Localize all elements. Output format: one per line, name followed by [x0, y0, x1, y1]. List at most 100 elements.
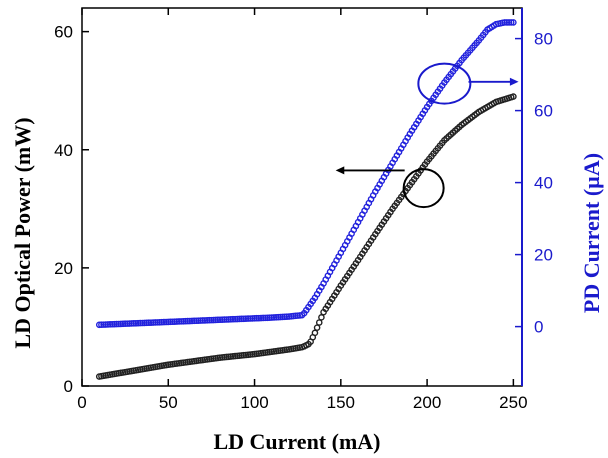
data-point [214, 316, 222, 324]
data-point [264, 314, 271, 322]
data-point [132, 319, 140, 327]
x-tick-label: 0 [77, 393, 86, 412]
data-point [95, 321, 103, 329]
data-point [98, 321, 105, 329]
data-point [147, 319, 155, 326]
data-point [195, 317, 202, 324]
data-point [188, 317, 196, 325]
data-point [169, 318, 176, 326]
data-point [162, 318, 170, 326]
pd-current-series [95, 19, 517, 329]
tick-layer: 0 50 100 150 200 250 0 20 40 60 0 20 40 60 80 [54, 8, 553, 412]
data-point [208, 316, 215, 324]
data-point [242, 315, 250, 322]
data-point [229, 315, 237, 323]
data-point [173, 318, 181, 325]
data-point [238, 315, 245, 323]
y-left-tick-label: 20 [54, 259, 73, 278]
data-point [210, 316, 217, 324]
optical-power-series [95, 93, 517, 380]
x-tick-label: 250 [499, 393, 527, 412]
x-tick-label: 50 [159, 393, 178, 412]
data-point [126, 320, 133, 327]
data-point [108, 320, 116, 328]
data-point [253, 314, 261, 322]
annotation-layer [335, 62, 519, 209]
data-point [171, 318, 179, 325]
optical-power-marker-ellipse [402, 168, 445, 209]
x-tick-label: 150 [327, 393, 355, 412]
data-point [134, 319, 142, 327]
data-point [111, 320, 118, 328]
data-point [145, 319, 153, 327]
data-point [130, 320, 138, 327]
data-point [318, 314, 325, 321]
data-point [119, 320, 127, 328]
data-point [507, 19, 515, 26]
data-point [139, 319, 146, 327]
data-point [505, 19, 513, 26]
data-point [503, 19, 511, 26]
data-point [123, 320, 131, 327]
data-point [152, 319, 159, 326]
data-point [236, 315, 243, 323]
data-point [182, 317, 189, 325]
data-point [205, 316, 213, 324]
data-point [186, 317, 194, 325]
data-point [175, 318, 183, 325]
data-point [315, 319, 323, 326]
data-point [115, 320, 122, 328]
data-point [164, 318, 172, 326]
data-point [184, 317, 191, 325]
data-point [156, 318, 163, 326]
data-point [113, 320, 120, 328]
left-pointing-arrowhead [335, 166, 345, 175]
data-point [221, 316, 228, 323]
data-point [510, 93, 517, 100]
x-tick-label: 200 [413, 393, 441, 412]
data-point [262, 314, 269, 322]
y-right-tick-label: 20 [534, 246, 553, 265]
data-point [249, 315, 256, 322]
data-point [231, 315, 239, 323]
x-tick-label: 100 [240, 393, 268, 412]
data-point [136, 319, 144, 327]
data-point [149, 319, 157, 326]
y-right-tick-label: 40 [534, 174, 553, 193]
data-point [255, 314, 263, 322]
pd-current-marker-ellipse [417, 62, 472, 105]
data-point [225, 316, 232, 323]
plot-frame [81, 7, 523, 387]
data-point [266, 314, 273, 321]
data-point [510, 19, 517, 26]
data-point [223, 316, 230, 323]
data-point [251, 315, 258, 322]
data-point [313, 324, 321, 331]
data-point [190, 317, 198, 325]
y-left-tick-label: 40 [54, 141, 73, 160]
data-point [106, 321, 114, 328]
data-point [216, 316, 224, 324]
data-point [141, 319, 148, 327]
data-point [199, 317, 207, 324]
y-left-tick-label: 60 [54, 23, 73, 42]
data-point [311, 329, 319, 337]
data-point [203, 316, 211, 324]
data-point [154, 319, 161, 326]
data-point [201, 317, 209, 324]
data-point [218, 316, 226, 323]
data-point [246, 315, 254, 322]
data-point [117, 320, 125, 328]
data-point [160, 318, 168, 326]
data-point [158, 318, 166, 326]
data-point [233, 315, 241, 323]
data-point [244, 315, 252, 322]
data-point [102, 321, 110, 328]
series-layer [95, 19, 517, 380]
data-point [100, 321, 107, 328]
data-point [197, 317, 204, 324]
left-axis-title: LD Optical Power (mW) [10, 117, 35, 348]
x-axis-title: LD Current (mA) [213, 429, 380, 454]
data-point [180, 317, 187, 325]
